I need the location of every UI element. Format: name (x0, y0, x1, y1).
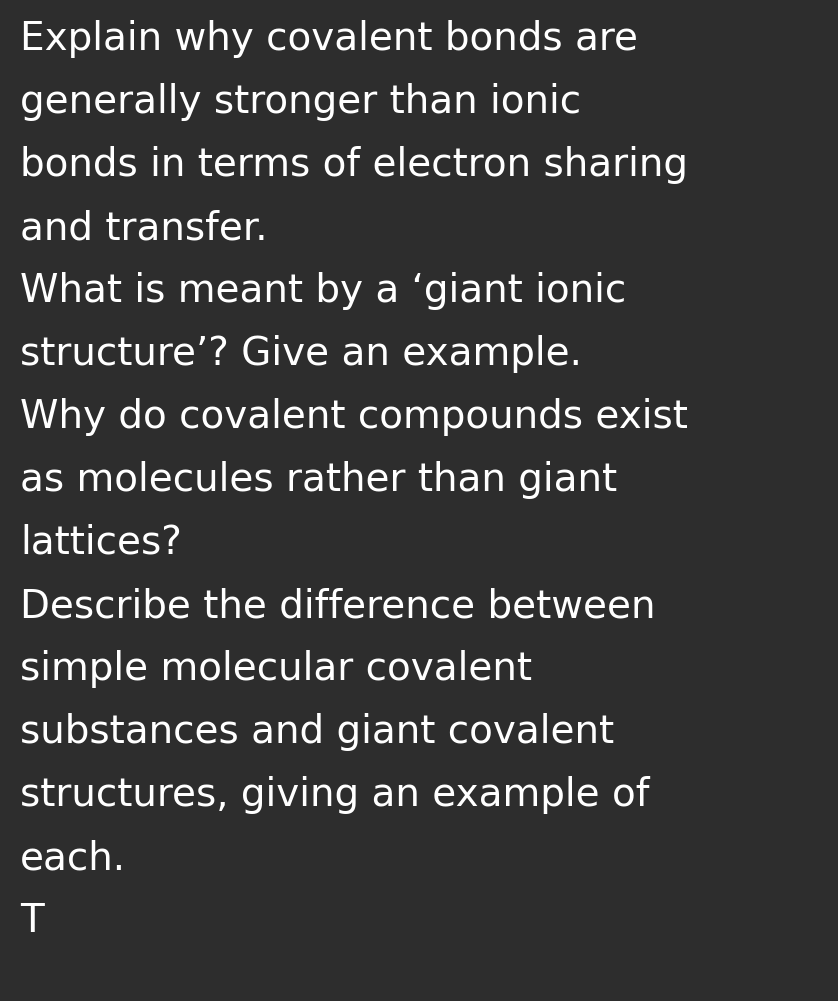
Text: bonds in terms of electron sharing: bonds in terms of electron sharing (20, 146, 688, 184)
Text: What is meant by a ‘giant ionic: What is meant by a ‘giant ionic (20, 272, 626, 310)
Text: as molecules rather than giant: as molecules rather than giant (20, 461, 617, 499)
Text: T: T (20, 902, 44, 940)
Text: Describe the difference between: Describe the difference between (20, 587, 655, 625)
Text: generally stronger than ionic: generally stronger than ionic (20, 83, 581, 121)
Text: Explain why covalent bonds are: Explain why covalent bonds are (20, 20, 638, 58)
Text: lattices?: lattices? (20, 524, 182, 562)
Text: substances and giant covalent: substances and giant covalent (20, 713, 614, 751)
Text: simple molecular covalent: simple molecular covalent (20, 650, 532, 688)
Text: each.: each. (20, 839, 127, 877)
Text: and transfer.: and transfer. (20, 209, 267, 247)
Text: structure’? Give an example.: structure’? Give an example. (20, 335, 582, 373)
Text: structures, giving an example of: structures, giving an example of (20, 776, 649, 814)
Text: Why do covalent compounds exist: Why do covalent compounds exist (20, 398, 688, 436)
